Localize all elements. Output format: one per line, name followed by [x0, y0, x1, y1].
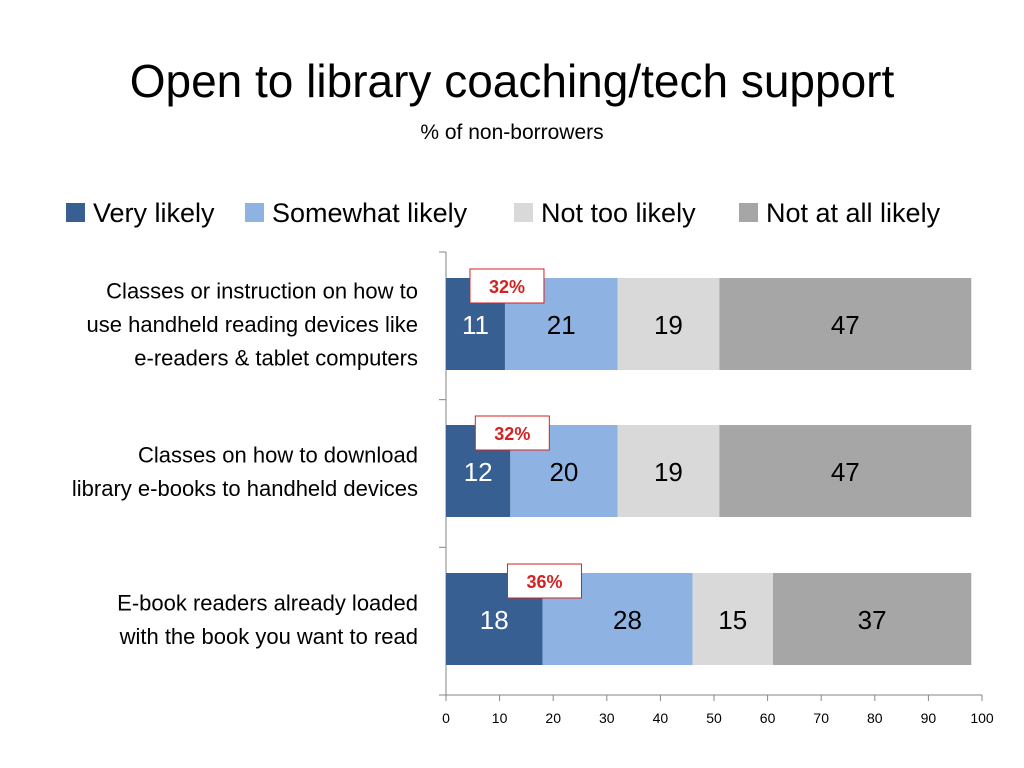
x-tick-label: 20: [545, 710, 561, 726]
callout: 32%: [469, 268, 545, 304]
legend-label: Somewhat likely: [272, 198, 468, 228]
x-tick-label: 90: [921, 710, 937, 726]
x-tick-label: 50: [706, 710, 722, 726]
category-label-line: Classes or instruction on how to: [106, 279, 418, 304]
data-label: 28: [613, 605, 642, 635]
category-labels: Classes or instruction on how to use hand…: [72, 279, 418, 649]
bar-segment: [719, 278, 972, 370]
callout-text: 32%: [489, 277, 525, 297]
category-label: Classes on how to download library e-book…: [72, 442, 418, 501]
data-label: 47: [831, 310, 860, 340]
bar-segment: [617, 425, 720, 517]
bar-row: 12 20 19 47 32%: [446, 415, 972, 517]
legend-swatch: [66, 203, 85, 222]
legend-swatch: [245, 203, 264, 222]
category-label-line: Classes on how to download: [138, 442, 418, 467]
legend: Very likely Somewhat likely Not too likely…: [66, 198, 941, 228]
bar-segment: [617, 278, 720, 370]
x-tick-label: 70: [813, 710, 829, 726]
data-label: 47: [831, 457, 860, 487]
callout-box: [506, 563, 582, 599]
bar-row: 18 28 15 37 36%: [446, 563, 972, 665]
bar-segment: [719, 425, 972, 517]
data-label: 37: [858, 605, 887, 635]
x-tick-label: 40: [653, 710, 669, 726]
category-label: E-book readers already loaded with the bo…: [117, 590, 418, 649]
callout-box: [474, 415, 550, 451]
legend-swatch: [739, 203, 758, 222]
data-label: 19: [654, 310, 683, 340]
data-label: 18: [480, 605, 509, 635]
legend-item: Somewhat likely: [245, 198, 468, 228]
data-label: 20: [549, 457, 578, 487]
chart-subtitle: % of non-borrowers: [420, 121, 603, 144]
x-tick-label: 0: [442, 710, 450, 726]
bar-row: 11 21 19 47 32%: [446, 268, 972, 370]
data-label: 11: [462, 310, 489, 340]
callout-text: 32%: [494, 424, 530, 444]
category-label-line: with the book you want to read: [119, 624, 418, 649]
x-tick-label: 10: [492, 710, 508, 726]
data-label: 12: [464, 457, 493, 487]
legend-label: Very likely: [93, 198, 215, 228]
bar-segment: [692, 573, 773, 665]
x-tick-label: 80: [867, 710, 883, 726]
legend-label: Not too likely: [541, 198, 696, 228]
legend-item: Not at all likely: [739, 198, 941, 228]
x-tick-label: 30: [599, 710, 615, 726]
legend-label: Not at all likely: [766, 198, 941, 228]
data-label: 19: [654, 457, 683, 487]
legend-item: Not too likely: [514, 198, 696, 228]
category-label-line: E-book readers already loaded: [117, 590, 418, 615]
category-label: Classes or instruction on how to use hand…: [87, 279, 418, 371]
callout-box: [469, 268, 545, 304]
data-label: 21: [547, 310, 576, 340]
bar-segment: [772, 573, 972, 665]
x-tick-label: 60: [760, 710, 776, 726]
callout: 36%: [506, 563, 582, 599]
category-label-line: use handheld reading devices like: [87, 312, 418, 337]
x-axis: 0 10 20 30 40 50 60 70 80 90 100: [439, 251, 994, 726]
legend-swatch: [514, 203, 533, 222]
callout-text: 36%: [526, 572, 562, 592]
legend-item: Very likely: [66, 198, 215, 228]
x-tick-label: 100: [970, 710, 994, 726]
category-label-line: library e-books to handheld devices: [72, 476, 418, 501]
category-label-line: e-readers & tablet computers: [134, 346, 418, 371]
data-label: 15: [718, 605, 747, 635]
callout: 32%: [474, 415, 550, 451]
chart-title: Open to library coaching/tech support: [130, 55, 895, 107]
